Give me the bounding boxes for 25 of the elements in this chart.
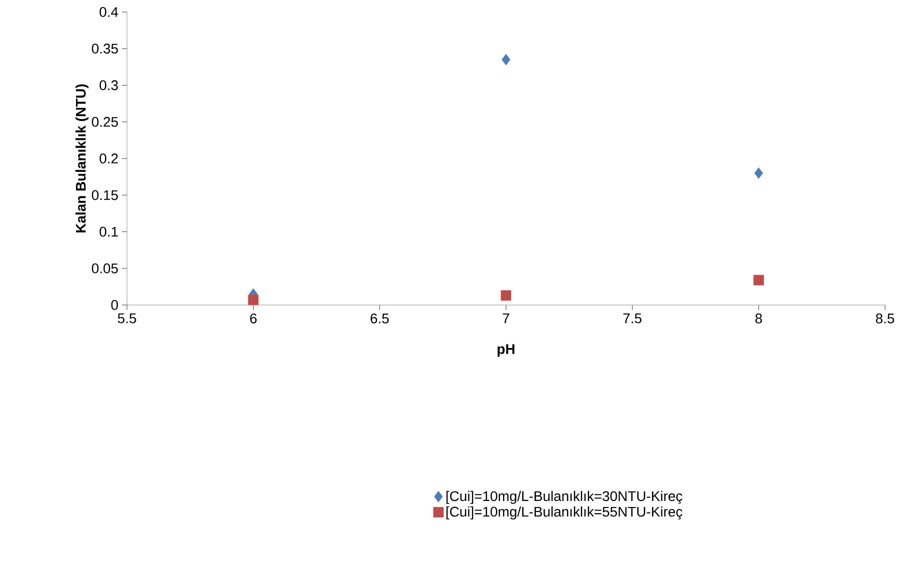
x-tick-label: 5.5 bbox=[118, 314, 136, 324]
y-axis-title: Kalan Bulanıklık (NTU) bbox=[75, 84, 88, 232]
point bbox=[754, 167, 763, 179]
x-tick-label: 7.5 bbox=[623, 314, 642, 324]
legend-label: [Cui]=10mg/L-Bulanıklık=30NTU-Kireç bbox=[446, 490, 682, 504]
y-tick-label: 0.1 bbox=[100, 226, 118, 237]
point bbox=[502, 54, 510, 66]
y-tick-label: 0.2 bbox=[100, 154, 118, 164]
y-tick-label: 0.25 bbox=[92, 116, 118, 127]
x-tick-label: 7 bbox=[502, 314, 510, 324]
y-tick-label: 0.4 bbox=[100, 7, 118, 17]
point bbox=[248, 294, 259, 306]
y-tick-label: 0.35 bbox=[92, 44, 118, 54]
point bbox=[500, 290, 512, 301]
x-axis-title: pH bbox=[498, 344, 514, 357]
point bbox=[753, 274, 764, 286]
x-tick-label: 6 bbox=[250, 314, 257, 324]
y-tick-label: 0.15 bbox=[92, 190, 118, 200]
x-tick-label: 6.5 bbox=[370, 314, 389, 324]
y-tick-label: 0 bbox=[111, 300, 118, 310]
y-tick-label: 0.05 bbox=[92, 263, 118, 274]
legend-label: [Cui]=10mg/L-Bulanıklık=55NTU-Kireç bbox=[446, 506, 682, 520]
x-tick-label: 8.5 bbox=[876, 314, 894, 324]
x-tick-label: 8 bbox=[755, 314, 762, 324]
y-tick-label: 0.3 bbox=[100, 80, 118, 90]
